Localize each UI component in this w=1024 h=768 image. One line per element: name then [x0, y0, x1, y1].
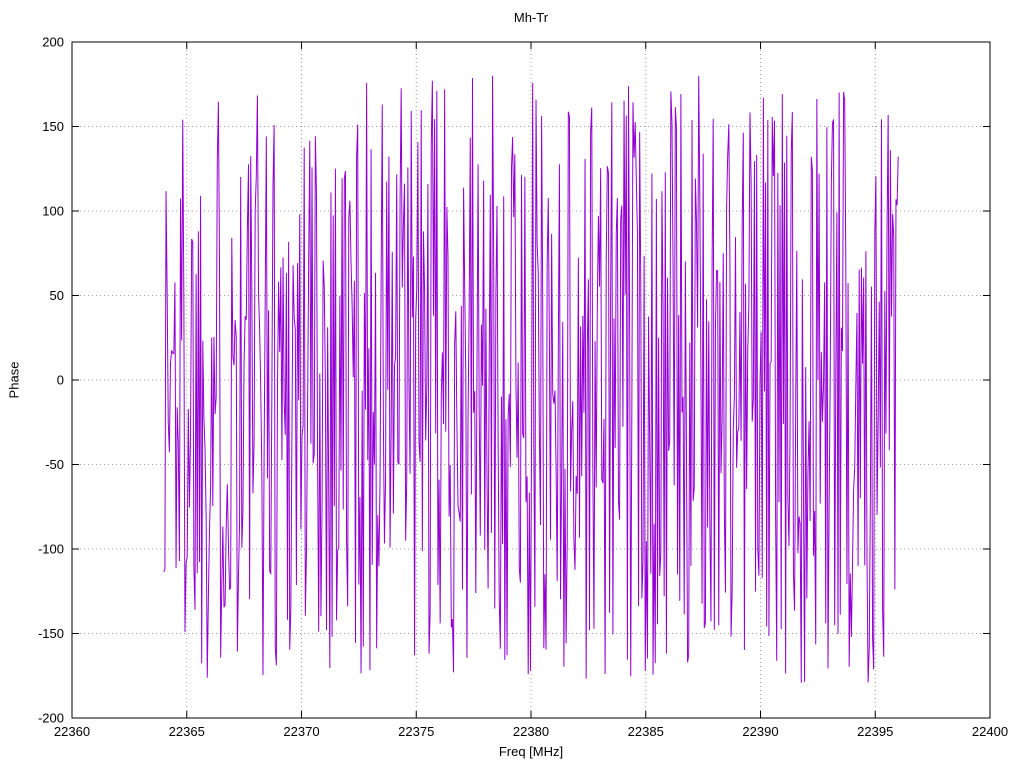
chart-title: Mh-Tr	[513, 10, 549, 25]
phase-trace	[163, 75, 899, 683]
y-tick-label: -50	[45, 457, 64, 472]
x-axis-label: Freq [MHz]	[498, 744, 564, 759]
y-tick-label: -200	[38, 711, 64, 726]
y-tick-label: 150	[42, 119, 64, 134]
x-tick-label: 22390	[742, 724, 778, 739]
x-tick-label: 22375	[398, 724, 434, 739]
y-tick-label: -100	[38, 542, 64, 557]
x-tick-label: 22385	[628, 724, 664, 739]
x-tick-label: 22395	[857, 724, 893, 739]
y-tick-label: 0	[57, 373, 64, 388]
y-axis-label: Phase	[6, 361, 22, 399]
y-tick-label: 100	[42, 204, 64, 219]
x-tick-label: 22380	[513, 724, 549, 739]
x-tick-label: 22360	[54, 724, 90, 739]
y-tick-label: -150	[38, 626, 64, 641]
x-tick-label: 22370	[283, 724, 319, 739]
x-tick-label: 22365	[169, 724, 205, 739]
y-tick-label: 50	[50, 288, 64, 303]
y-tick-label: 200	[42, 35, 64, 50]
x-tick-label: 22400	[972, 724, 1008, 739]
